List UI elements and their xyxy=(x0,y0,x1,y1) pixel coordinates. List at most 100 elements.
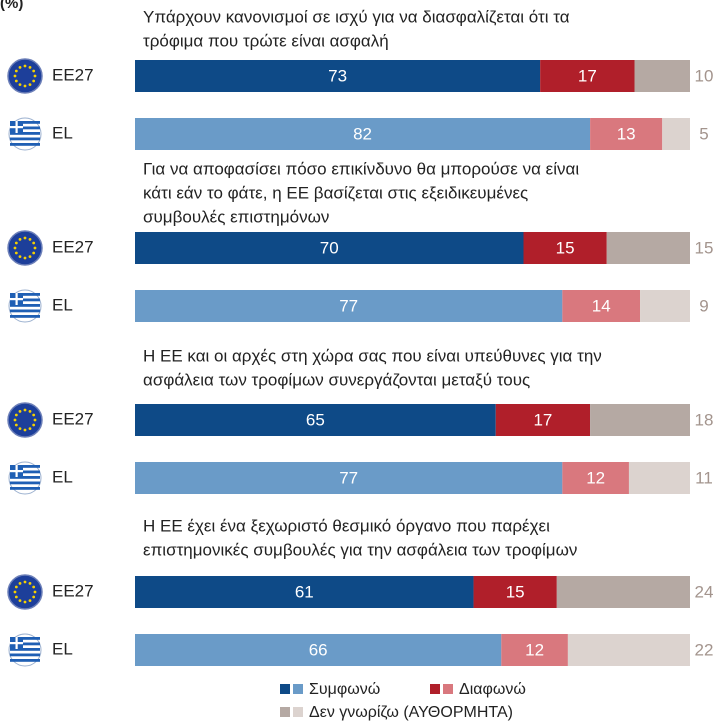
statement-text: Για να αποφασίσει πόσο επικίνδυνο θα μπο… xyxy=(143,159,579,178)
flag-star xyxy=(23,580,27,584)
value-label: 13 xyxy=(617,124,636,143)
statement-text: κάτι εάν το φάτε, η ΕΕ βασίζεται στις εξ… xyxy=(143,183,528,202)
statement-text: Υπάρχουν κανονισμοί σε ισχύ για να διασφ… xyxy=(143,7,570,26)
bar-segment xyxy=(135,462,563,494)
legend-swatch xyxy=(293,707,303,717)
flag-stripe xyxy=(10,126,40,130)
bar-segment xyxy=(590,118,663,150)
eu-flag xyxy=(7,230,43,266)
bar-segment xyxy=(556,576,690,608)
flag-star xyxy=(14,79,18,83)
eu-flag xyxy=(7,574,43,610)
flag-star xyxy=(14,423,18,427)
value-label: 15 xyxy=(556,238,575,257)
flag-star xyxy=(14,585,18,589)
flag-star xyxy=(18,255,22,259)
flag-star xyxy=(14,251,18,255)
flag-star xyxy=(28,409,32,413)
flag-star xyxy=(13,590,17,594)
value-label: 18 xyxy=(695,410,714,429)
flag-star xyxy=(28,599,32,603)
flag-stripe xyxy=(10,465,40,468)
flag-star xyxy=(13,74,17,78)
bar-segment xyxy=(501,634,568,666)
flag-stripe xyxy=(10,653,40,657)
bar-segment xyxy=(495,404,591,436)
value-label: 70 xyxy=(320,238,339,257)
value-label: 17 xyxy=(578,66,597,85)
flag-star xyxy=(28,65,32,69)
flag-star xyxy=(28,255,32,259)
row-label: EL xyxy=(52,467,73,486)
value-label: 9 xyxy=(699,296,708,315)
flag-star xyxy=(33,74,37,78)
flag-stripe xyxy=(10,137,40,141)
value-label: 77 xyxy=(339,468,358,487)
bar-segment xyxy=(628,462,690,494)
bar-segment xyxy=(590,404,690,436)
flag-star xyxy=(23,256,27,260)
flag-star xyxy=(18,581,22,585)
statement-text: συμβουλές επιστημόνων xyxy=(143,207,329,226)
bar-segment xyxy=(135,60,541,92)
value-label: 66 xyxy=(309,640,328,659)
value-label: 10 xyxy=(695,66,714,85)
flag-star xyxy=(13,246,17,250)
flag-star xyxy=(33,590,37,594)
flag-star xyxy=(23,428,27,432)
gr-flag xyxy=(8,461,42,495)
value-label: 82 xyxy=(353,124,372,143)
flag-stripe xyxy=(10,293,40,296)
value-label: 73 xyxy=(328,66,347,85)
flag-star xyxy=(18,83,22,87)
flag-stripe xyxy=(10,121,40,124)
flag-circle xyxy=(7,230,43,266)
flag-star xyxy=(28,83,32,87)
statement-text: επιστημονικές συμβουλές για την ασφάλεια… xyxy=(143,540,577,559)
flag-stripe xyxy=(10,309,40,313)
value-label: 5 xyxy=(699,124,708,143)
flag-star xyxy=(33,418,37,422)
flag-circle xyxy=(7,58,43,94)
legend-swatch xyxy=(430,684,440,694)
flag-stripe xyxy=(10,481,40,485)
flag-star xyxy=(32,241,36,245)
bar-segment xyxy=(606,232,690,264)
bar-segment xyxy=(640,290,690,322)
gr-flag xyxy=(8,633,42,667)
flag-star xyxy=(18,427,22,431)
flag-stripe xyxy=(10,132,40,135)
flag-circle xyxy=(7,402,43,438)
flag-star xyxy=(18,409,22,413)
flag-stripe xyxy=(10,648,40,651)
gr-flag xyxy=(8,289,42,323)
value-label: 11 xyxy=(695,468,713,487)
value-label: 15 xyxy=(695,238,714,257)
unit-label: (%) xyxy=(0,0,23,12)
flag-stripe xyxy=(10,298,40,302)
gr-flag xyxy=(8,117,42,151)
flag-star xyxy=(32,69,36,73)
flag-star xyxy=(23,84,27,88)
flag-star xyxy=(23,408,27,412)
bar-segment xyxy=(135,576,474,608)
row-label: EL xyxy=(52,295,73,314)
row-label: EL xyxy=(52,639,73,658)
bar-segment xyxy=(135,290,563,322)
value-label: 24 xyxy=(695,582,714,601)
statement-text: ασφάλεια των τροφίμων συνεργάζονται μετα… xyxy=(143,370,530,389)
flag-star xyxy=(14,69,18,73)
row-label: EE27 xyxy=(52,237,94,256)
flag-star xyxy=(32,585,36,589)
flag-star xyxy=(13,418,17,422)
flag-star xyxy=(14,241,18,245)
flag-star xyxy=(14,595,18,599)
bar-segment xyxy=(135,404,496,436)
bar-segment xyxy=(634,60,690,92)
bar-segment xyxy=(135,232,524,264)
flag-star xyxy=(18,237,22,241)
flag-cross xyxy=(10,298,23,301)
value-label: 12 xyxy=(586,468,605,487)
flag-stripe xyxy=(10,143,40,146)
